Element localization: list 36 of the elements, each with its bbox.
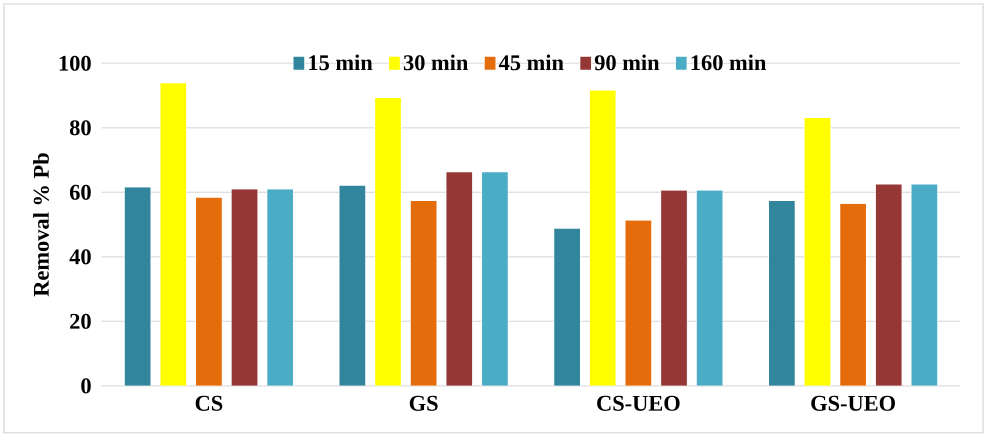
bar [196, 197, 222, 386]
bar [624, 220, 652, 386]
bar [660, 190, 688, 386]
legend-label: 160 min [692, 54, 766, 70]
legend-label: 45 min [498, 54, 564, 70]
x-tick-label: CS [196, 396, 222, 411]
bar [124, 187, 152, 386]
x-tick-label: GS [410, 396, 438, 411]
bar [875, 184, 902, 386]
y-axis-title: Removal % Pb [33, 153, 49, 296]
bar [410, 200, 438, 386]
bar [696, 190, 724, 386]
bar [160, 82, 187, 386]
bar [231, 188, 258, 386]
y-tick-label: 20 [70, 314, 91, 330]
bar [768, 200, 796, 386]
bar [804, 118, 831, 386]
bar [266, 188, 294, 386]
x-tick-label: CS-UEO [597, 396, 680, 411]
bar [374, 98, 402, 386]
y-tick-label: 0 [81, 378, 91, 394]
y-tick-label: 100 [60, 56, 91, 71]
legend-label: 30 min [404, 54, 468, 70]
bar [589, 90, 616, 386]
bar [554, 228, 581, 386]
x-tick-label: GS-UEO [811, 396, 895, 411]
bar [910, 184, 938, 386]
legend-label: 15 min [309, 54, 372, 70]
bar [338, 185, 366, 386]
y-tick-label: 80 [70, 120, 91, 136]
bar [446, 172, 473, 386]
bar [840, 203, 867, 386]
y-tick-label: 40 [70, 249, 91, 265]
y-tick-label: 60 [70, 184, 91, 200]
bar [482, 172, 508, 386]
legend-label: 90 min [594, 54, 660, 70]
